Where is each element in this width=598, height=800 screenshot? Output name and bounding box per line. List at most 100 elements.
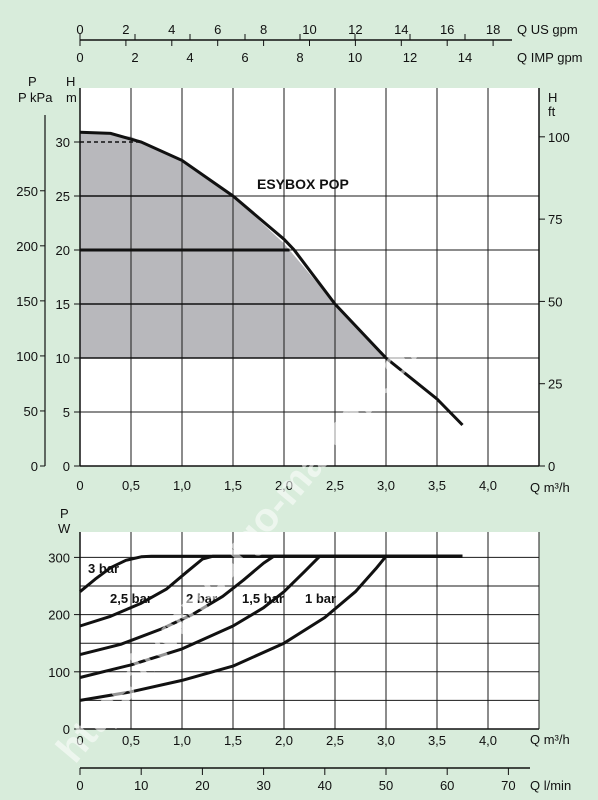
head-x-tick-label: 1,0: [173, 478, 191, 493]
us-gpm-tick-label: 16: [440, 22, 454, 37]
power-curve: [79, 554, 463, 657]
lmin-tick-label: 30: [256, 778, 270, 793]
power-y-tick-label: 300: [48, 550, 70, 565]
power-series-label: 2,5 bar: [110, 591, 152, 606]
ft-ticks: 0 25 50 75 100: [539, 130, 570, 474]
imp-gpm-tick-label: 12: [403, 50, 417, 65]
head-x-tick-label: 4,0: [479, 478, 497, 493]
power-series-label: 1 bar: [305, 591, 336, 606]
us-gpm-tick-label: 6: [214, 22, 221, 37]
kpa-axis-label-unit: P kPa: [18, 90, 53, 105]
power-x-tick-label: 4,0: [479, 733, 497, 748]
power-x-tick-label: 2,0: [275, 733, 293, 748]
ft-tick-label: 75: [548, 212, 562, 227]
head-m-tick-label: 25: [56, 189, 70, 204]
head-curve: [79, 130, 464, 427]
us-gpm-tick-label: 12: [348, 22, 362, 37]
imp-gpm-tick-label: 0: [76, 50, 83, 65]
power-curve: [79, 554, 463, 628]
power-y-tick-label: 100: [48, 665, 70, 680]
lmin-ticks: 0 10 20 30 40 50 60 70: [76, 768, 516, 793]
head-x-tick-label: 0: [76, 478, 83, 493]
lmin-tick-label: 0: [76, 778, 83, 793]
us-gpm-axis-label: Q US gpm: [517, 22, 578, 37]
lmin-tick-label: 70: [501, 778, 515, 793]
lmin-tick-label: 60: [440, 778, 454, 793]
power-x-tick-label: 0: [76, 733, 83, 748]
kpa-tick-label: 250: [16, 184, 38, 199]
power-chart: 0 100 200 300 0 0,5 1,0 1,5 2,0 2,5 3,0 3,5 4,0 P W…: [48, 506, 569, 748]
head-m-tick-label: 30: [56, 135, 70, 150]
head-m-tick-label: 15: [56, 297, 70, 312]
lmin-tick-label: 10: [134, 778, 148, 793]
power-curve: [79, 554, 463, 702]
power-y-tick-label: 200: [48, 608, 70, 623]
us-gpm-tick-label: 8: [260, 22, 267, 37]
kpa-tick-label: 150: [16, 294, 38, 309]
kpa-tick-label: 50: [24, 404, 38, 419]
m-axis-label-unit: m: [66, 90, 77, 105]
operating-pressure-lines: [80, 141, 386, 359]
power-series-label: 2 bar: [186, 591, 217, 606]
head-m-tick-label: 10: [56, 351, 70, 366]
head-x-axis-label: Q m³/h: [530, 480, 570, 495]
us-gpm-tick-label: 10: [302, 22, 316, 37]
lmin-tick-label: 50: [379, 778, 393, 793]
imp-gpm-tick-label: 8: [296, 50, 303, 65]
power-x-tick-label: 3,5: [428, 733, 446, 748]
ft-tick-label: 50: [548, 294, 562, 309]
us-gpm-tick-label: 18: [486, 22, 500, 37]
head-x-tick-label: 1,5: [224, 478, 242, 493]
power-curves: [79, 554, 463, 702]
imp-gpm-ticks: 0 2 4 6 8 10 12 14: [76, 34, 472, 65]
kpa-tick-label: 200: [16, 239, 38, 254]
power-curve: [79, 554, 463, 593]
power-series-label: 3 bar: [88, 561, 119, 576]
power-x-tick-label: 2,5: [326, 733, 344, 748]
m-axis-label-h: H: [66, 74, 75, 89]
head-x-tick-label: 2,5: [326, 478, 344, 493]
head-x-tick-label: 3,5: [428, 478, 446, 493]
power-series-label: 1,5 bar: [242, 591, 284, 606]
kpa-tick-label: 0: [31, 459, 38, 474]
ft-axis-label-unit: ft: [548, 104, 556, 119]
kpa-tick-label: 100: [16, 349, 38, 364]
us-gpm-tick-label: 4: [168, 22, 175, 37]
power-x-tick-label: 1,0: [173, 733, 191, 748]
imp-gpm-tick-label: 4: [186, 50, 193, 65]
top-flow-axes: 0 2 4 6 8 10 12 14 16 18 0 2 4 6 8 10 12 14 Q US gpm Q I…: [76, 22, 582, 65]
power-y-tick-label: 0: [63, 722, 70, 737]
imp-gpm-axis-label: Q IMP gpm: [517, 50, 583, 65]
ft-tick-label: 25: [548, 377, 562, 392]
power-x-axis-label: Q m³/h: [530, 732, 570, 747]
us-gpm-ticks: 0 2 4 6 8 10 12 14 16 18: [76, 22, 500, 46]
power-series-labels: 3 bar 2,5 bar 2 bar 1,5 bar 1 bar: [88, 561, 336, 606]
head-x-ticks: 0 0,5 1,0 1,5 2,0 2,5 3,0 3,5 4,0: [76, 478, 497, 493]
head-m-tick-label: 20: [56, 243, 70, 258]
power-y-ticks: 0 100 200 300: [48, 550, 80, 737]
imp-gpm-tick-label: 6: [241, 50, 248, 65]
power-curve: [79, 554, 463, 679]
power-x-tick-label: 3,0: [377, 733, 395, 748]
us-gpm-tick-label: 2: [122, 22, 129, 37]
power-x-tick-label: 1,5: [224, 733, 242, 748]
us-gpm-tick-label: 14: [394, 22, 408, 37]
head-m-tick-label: 5: [63, 405, 70, 420]
imp-gpm-tick-label: 14: [458, 50, 472, 65]
head-m-ticks: 0 5 10 15 20 25 30: [56, 135, 80, 474]
imp-gpm-tick-label: 2: [131, 50, 138, 65]
us-gpm-tick-label: 0: [76, 22, 83, 37]
ft-tick-label: 0: [548, 459, 555, 474]
lmin-tick-label: 40: [318, 778, 332, 793]
lmin-tick-label: 20: [195, 778, 209, 793]
head-x-tick-label: 3,0: [377, 478, 395, 493]
power-x-ticks: 0 0,5 1,0 1,5 2,0 2,5 3,0 3,5 4,0: [76, 733, 497, 748]
head-x-tick-label: 0,5: [122, 478, 140, 493]
ft-axis-label-h: H: [548, 90, 557, 105]
power-axis-label-unit: W: [58, 521, 71, 536]
model-annotation: ESYBOX POP: [257, 176, 349, 192]
power-axis-label-p: P: [60, 506, 69, 521]
bottom-lmin-axis: 0 10 20 30 40 50 60 70 Q l/min: [76, 767, 571, 793]
